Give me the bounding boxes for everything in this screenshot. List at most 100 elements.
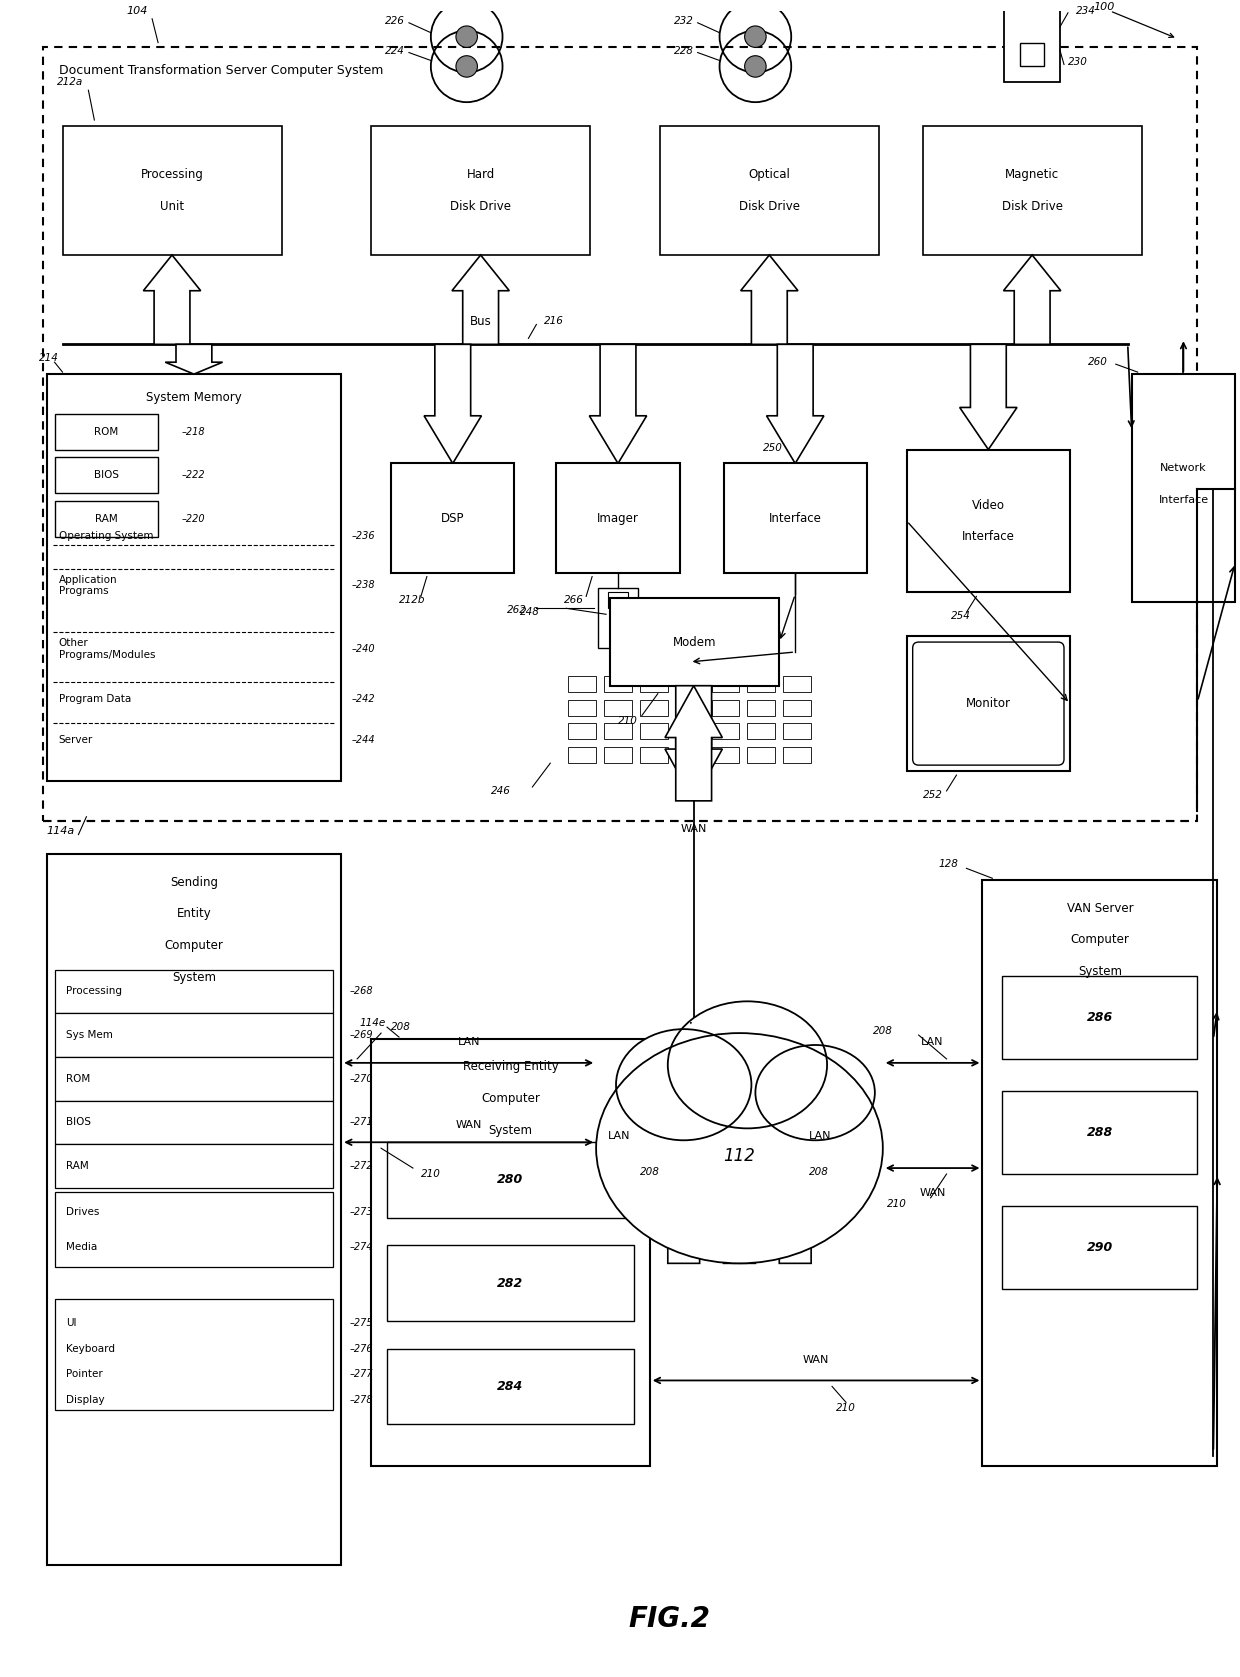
Text: –240: –240 <box>351 644 374 654</box>
Bar <box>723 463 867 572</box>
Text: Computer: Computer <box>1070 934 1130 946</box>
Bar <box>640 723 668 740</box>
Bar <box>640 748 668 763</box>
Text: –222: –222 <box>182 470 206 480</box>
Text: –244: –244 <box>351 735 374 745</box>
Text: 208: 208 <box>873 1026 893 1036</box>
Bar <box>676 723 703 740</box>
Bar <box>371 1040 650 1466</box>
Text: 284: 284 <box>497 1380 523 1394</box>
Bar <box>748 676 775 691</box>
Bar <box>1002 976 1198 1058</box>
Text: System: System <box>172 971 216 984</box>
Polygon shape <box>1003 255 1060 344</box>
Ellipse shape <box>599 1036 880 1261</box>
Text: Processing: Processing <box>67 986 123 996</box>
Bar <box>1132 374 1235 602</box>
Bar <box>604 676 632 691</box>
Text: Computer: Computer <box>165 939 223 953</box>
Text: Sending: Sending <box>170 875 218 889</box>
Text: 210: 210 <box>618 716 637 726</box>
Text: 286: 286 <box>1086 1011 1114 1023</box>
Text: –220: –220 <box>182 513 206 523</box>
Text: 208: 208 <box>810 1167 830 1177</box>
Text: Optical: Optical <box>749 168 790 181</box>
Bar <box>55 501 157 537</box>
Text: Application
Programs: Application Programs <box>58 575 117 597</box>
Bar <box>42 47 1198 820</box>
Circle shape <box>745 25 766 47</box>
Text: 252: 252 <box>923 790 942 800</box>
Bar <box>55 458 157 493</box>
Text: RAM: RAM <box>95 513 118 523</box>
Bar <box>1021 42 1044 67</box>
Text: –275: –275 <box>350 1318 373 1328</box>
Text: Interface: Interface <box>962 530 1014 543</box>
Circle shape <box>456 55 477 77</box>
Bar <box>784 723 811 740</box>
Text: 290: 290 <box>1086 1241 1114 1254</box>
Text: 266: 266 <box>564 595 584 605</box>
Text: Disk Drive: Disk Drive <box>1002 200 1063 213</box>
Bar <box>387 1142 634 1218</box>
Text: DSP: DSP <box>441 511 465 525</box>
Polygon shape <box>766 344 823 463</box>
Bar <box>568 748 596 763</box>
Text: Imager: Imager <box>598 511 639 525</box>
Polygon shape <box>451 255 510 344</box>
Text: 212b: 212b <box>399 595 425 605</box>
Text: 282: 282 <box>497 1276 523 1290</box>
Bar <box>712 676 739 691</box>
Bar <box>712 748 739 763</box>
Bar <box>55 1057 334 1100</box>
Bar <box>748 748 775 763</box>
Polygon shape <box>165 344 223 374</box>
Bar <box>608 592 627 609</box>
Text: BIOS: BIOS <box>67 1117 92 1127</box>
Text: –276: –276 <box>350 1343 373 1353</box>
Text: 246: 246 <box>491 787 511 797</box>
Text: 260: 260 <box>1087 357 1107 367</box>
Text: –242: –242 <box>351 694 374 704</box>
Text: 262: 262 <box>506 605 527 615</box>
Text: FIG.2: FIG.2 <box>629 1605 711 1633</box>
Text: LAN: LAN <box>458 1036 480 1046</box>
Text: 216: 216 <box>544 315 564 325</box>
Text: 248: 248 <box>521 607 541 617</box>
Bar <box>55 414 157 449</box>
Bar <box>660 126 879 255</box>
Text: 230: 230 <box>1068 57 1087 67</box>
Text: 232: 232 <box>673 15 693 25</box>
Text: 210: 210 <box>420 1169 440 1179</box>
Text: Disk Drive: Disk Drive <box>450 200 511 213</box>
Text: 280: 280 <box>497 1174 523 1186</box>
Text: 100: 100 <box>1094 2 1115 12</box>
Text: –269: –269 <box>350 1030 373 1040</box>
Text: ROM: ROM <box>94 426 119 436</box>
Polygon shape <box>665 686 723 802</box>
Ellipse shape <box>668 1001 827 1129</box>
Text: –273: –273 <box>350 1207 373 1218</box>
Text: System: System <box>1078 964 1122 978</box>
Bar <box>604 699 632 716</box>
Text: Drives: Drives <box>67 1207 100 1218</box>
Text: System: System <box>489 1124 532 1137</box>
Polygon shape <box>740 255 799 344</box>
Polygon shape <box>658 1040 709 1263</box>
Text: Display: Display <box>67 1395 105 1405</box>
Text: 208: 208 <box>640 1167 660 1177</box>
Text: Entity: Entity <box>176 907 211 921</box>
Text: Document Transformation Server Computer System: Document Transformation Server Computer … <box>58 64 383 77</box>
Bar <box>923 126 1142 255</box>
Bar <box>568 699 596 716</box>
Polygon shape <box>144 255 201 344</box>
Text: 234: 234 <box>1076 5 1096 15</box>
Bar <box>610 599 779 686</box>
Text: 226: 226 <box>386 15 405 25</box>
Text: 104: 104 <box>126 5 148 15</box>
Text: –278: –278 <box>350 1395 373 1405</box>
Text: –272: –272 <box>350 1160 373 1171</box>
FancyBboxPatch shape <box>913 642 1064 765</box>
Ellipse shape <box>596 1033 883 1263</box>
Text: RAM: RAM <box>67 1160 89 1171</box>
